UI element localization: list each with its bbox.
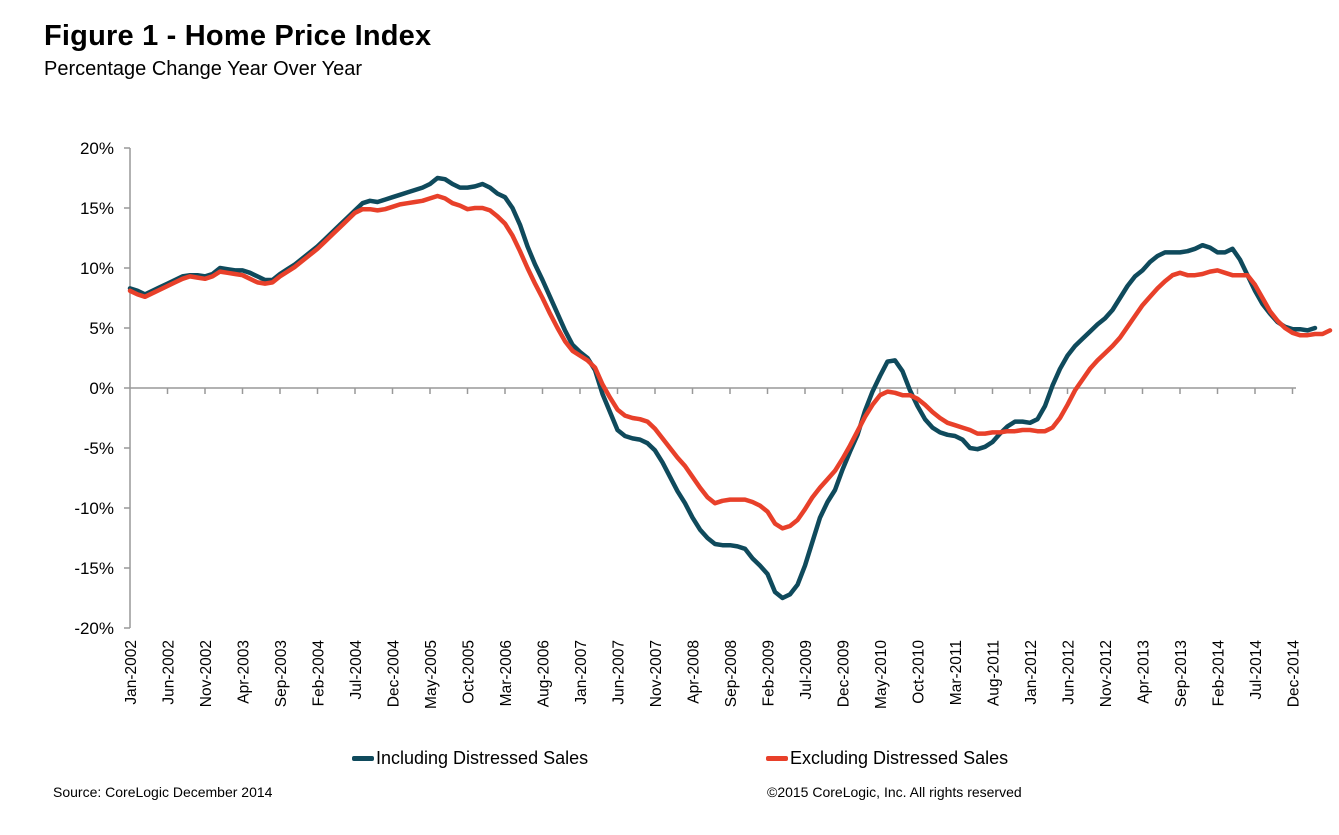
x-tick-label: Dec-2004 xyxy=(386,640,403,708)
y-axis: 20% 15% 10% 5% 0% -5% -10% -15% -20% xyxy=(74,139,131,638)
x-tick-label: Jan-2012 xyxy=(1023,640,1040,705)
series-layer xyxy=(127,175,1333,601)
x-tick-label: Feb-2004 xyxy=(311,640,328,707)
y-tick-label: -5% xyxy=(84,439,114,458)
legend-item-including: Including Distressed Sales xyxy=(352,748,588,769)
y-tick-label: 0% xyxy=(89,379,114,398)
chart-title: Figure 1 - Home Price Index xyxy=(44,20,432,52)
y-tick-label: -15% xyxy=(74,559,114,578)
x-tick-label: Oct-2005 xyxy=(461,640,478,704)
y-tick-label: 15% xyxy=(80,199,114,218)
y-tick-label: -20% xyxy=(74,619,114,638)
x-tick-label: Aug-2006 xyxy=(536,640,553,707)
x-tick-label: May-2010 xyxy=(873,640,890,709)
x-axis: Jan-2002 Jun-2002 Nov-2002 Apr-2003 Sep-2003… xyxy=(123,387,1303,709)
x-tick-label: Aug-2011 xyxy=(986,640,1003,706)
legend-label-including: Including Distressed Sales xyxy=(376,748,589,768)
x-tick-label: Apr-2008 xyxy=(686,640,703,704)
x-tick-label: Jul-2004 xyxy=(348,640,365,700)
x-tick-label: Jun-2007 xyxy=(611,640,628,705)
x-tick-label: Feb-2009 xyxy=(761,640,778,706)
legend-label-excluding: Excluding Distressed Sales xyxy=(790,748,1009,768)
legend-swatch-excluding xyxy=(766,756,788,761)
x-tick-label: Jul-2009 xyxy=(798,640,815,699)
y-tick-label: 10% xyxy=(80,259,114,278)
x-tick-label: Mar-2006 xyxy=(498,640,515,706)
chart-subtitle: Percentage Change Year Over Year xyxy=(44,58,363,80)
x-tick-label: Sep-2003 xyxy=(273,640,290,707)
x-tick-label: Sep-2008 xyxy=(723,640,740,707)
x-tick-label: Oct-2010 xyxy=(911,640,928,704)
y-tick-label: -10% xyxy=(74,499,114,518)
x-tick-label: Nov-2002 xyxy=(198,640,215,707)
x-tick-label: Dec-2014 xyxy=(1286,640,1303,708)
x-tick-label: Jun-2012 xyxy=(1061,640,1078,705)
x-tick-label: Dec-2009 xyxy=(836,640,853,707)
series-line-excluding xyxy=(127,193,1333,531)
legend-swatch-including xyxy=(352,756,374,761)
x-tick-label: Apr-2003 xyxy=(236,640,253,704)
x-tick-label: Jul-2014 xyxy=(1248,640,1265,700)
x-tick-label: Feb-2014 xyxy=(1211,640,1228,707)
x-tick-label: Mar-2011 xyxy=(948,640,965,705)
y-tick-label: 5% xyxy=(89,319,114,338)
x-tick-label: Nov-2007 xyxy=(648,640,665,707)
x-tick-label: Sep-2013 xyxy=(1173,640,1190,707)
y-tick-label: 20% xyxy=(80,139,114,158)
x-tick-label: Jun-2002 xyxy=(161,640,178,705)
x-tick-label: May-2005 xyxy=(423,640,440,709)
x-tick-label: Jan-2007 xyxy=(573,640,590,705)
x-tick-label: Nov-2012 xyxy=(1098,640,1115,707)
copyright-note: ©2015 CoreLogic, Inc. All rights reserve… xyxy=(767,784,1022,800)
legend-item-excluding: Excluding Distressed Sales xyxy=(766,748,1008,769)
x-tick-label: Apr-2013 xyxy=(1136,640,1153,704)
x-tick-label: Jan-2002 xyxy=(123,640,140,705)
source-note: Source: CoreLogic December 2014 xyxy=(53,784,273,800)
